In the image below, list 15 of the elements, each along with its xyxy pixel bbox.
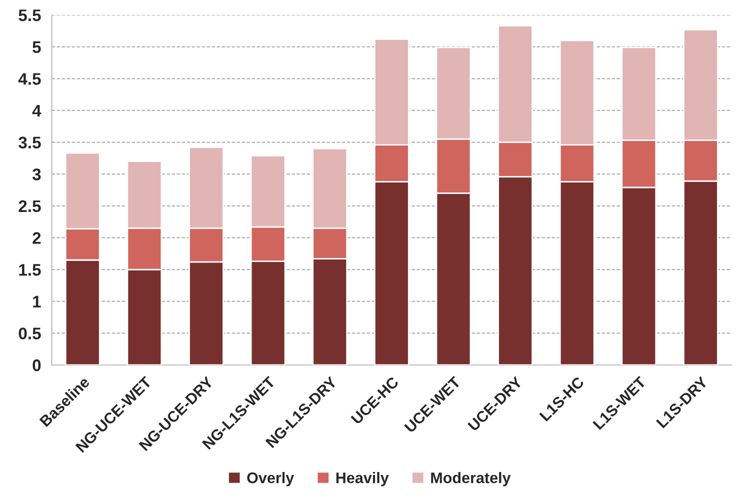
y-tick-label: 0.5 <box>18 328 41 340</box>
y-tick-label: 1 <box>33 296 41 308</box>
y-tick-label: 2 <box>32 232 41 244</box>
y-tick-label: 0 <box>32 359 41 372</box>
y-tick-label: 3 <box>32 168 41 180</box>
y-tick-label: 1.5 <box>19 264 41 276</box>
legend-label: Moderately <box>431 472 511 486</box>
y-tick-label: 4 <box>32 105 42 116</box>
y-tick-label: 2.5 <box>18 200 41 212</box>
y-tick-label: 5.5 <box>18 10 41 22</box>
y-tick-label: 5 <box>32 41 41 54</box>
y-tick-label: 3.5 <box>18 136 41 148</box>
legend-label: Heavily <box>336 472 389 486</box>
y-tick-label: 4.5 <box>18 73 41 85</box>
legend-label: Overly <box>247 472 294 486</box>
